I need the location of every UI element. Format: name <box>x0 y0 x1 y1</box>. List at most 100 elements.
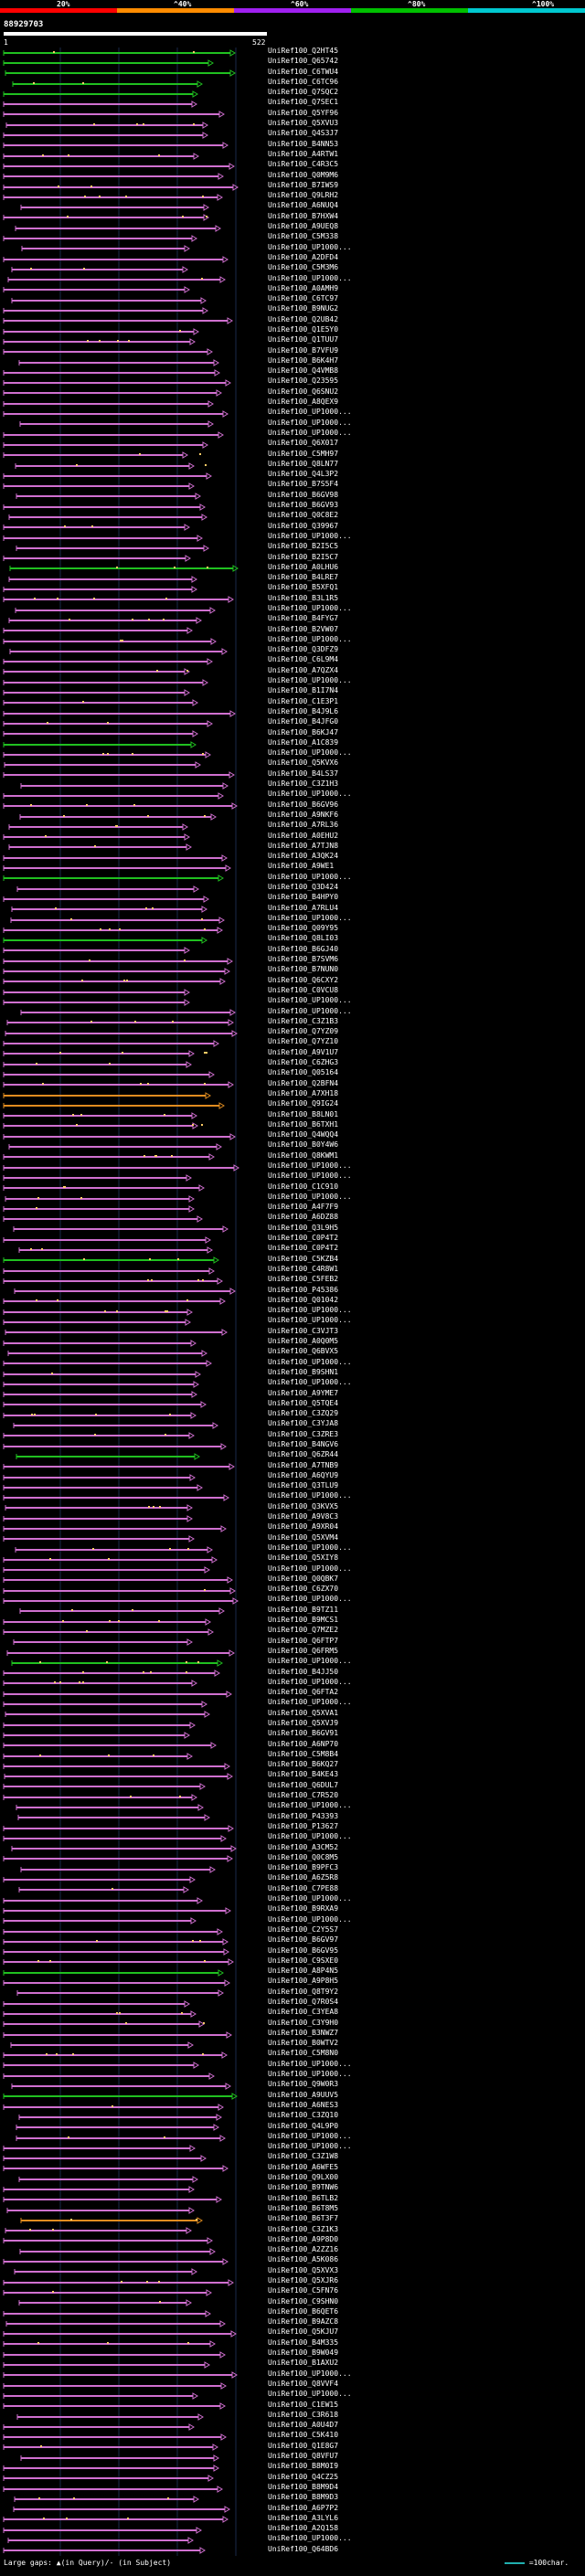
hit-label[interactable]: UniRef100_B6TXH1 <box>268 1120 339 1129</box>
hit-label[interactable]: UniRef100_C3YJA8 <box>268 1419 339 1427</box>
hit-label[interactable]: UniRef100_C3YEA8 <box>268 2008 339 2016</box>
hit-label[interactable]: UniRef100_B4KE43 <box>268 1770 339 1778</box>
hit-label[interactable]: UniRef100_B7VFU9 <box>268 346 339 355</box>
hit-label[interactable]: UniRef100_UP1000... <box>268 1491 352 1500</box>
hit-label[interactable]: UniRef100_A3QK24 <box>268 852 339 860</box>
hit-label[interactable]: UniRef100_C9SXE0 <box>268 1956 339 1965</box>
hit-label[interactable]: UniRef100_Q3TLU9 <box>268 1481 339 1489</box>
hit-label[interactable]: UniRef100_Q6BVX5 <box>268 1347 339 1355</box>
hit-label[interactable]: UniRef100_Q05164 <box>268 1068 339 1076</box>
hit-label[interactable]: UniRef100_B4NN53 <box>268 140 339 148</box>
hit-label[interactable]: UniRef100_B8M9D4 <box>268 2483 339 2491</box>
hit-label[interactable]: UniRef100_B4JFG0 <box>268 717 339 726</box>
hit-label[interactable]: UniRef100_C5M3M6 <box>268 263 339 271</box>
hit-label[interactable]: UniRef100_B8M0I9 <box>268 2462 339 2470</box>
hit-label[interactable]: UniRef100_A6WFE5 <box>268 2163 339 2171</box>
hit-label[interactable]: UniRef100_C2Y5S7 <box>268 1925 339 1934</box>
hit-label[interactable]: UniRef100_A9XR04 <box>268 1522 339 1531</box>
hit-label[interactable]: UniRef100_B2VW07 <box>268 625 339 633</box>
hit-label[interactable]: UniRef100_Q5YF96 <box>268 109 339 117</box>
hit-label[interactable]: UniRef100_Q5XVM4 <box>268 1533 339 1542</box>
hit-label[interactable]: UniRef100_Q09Y95 <box>268 924 339 932</box>
hit-label[interactable]: UniRef100_C3Z1K3 <box>268 2225 339 2233</box>
hit-label[interactable]: UniRef100_UP1000... <box>268 1915 352 1924</box>
hit-label[interactable]: UniRef100_Q8T9Y2 <box>268 1988 339 1996</box>
hit-label[interactable]: UniRef100_B6KJ47 <box>268 728 339 737</box>
hit-label[interactable]: UniRef100_Q5XVJ9 <box>268 1719 339 1727</box>
hit-label[interactable]: UniRef100_B6T3F7 <box>268 2214 339 2222</box>
hit-label[interactable]: UniRef100_A2ZZ16 <box>268 2245 339 2253</box>
hit-label[interactable]: UniRef100_UP1000... <box>268 1657 352 1665</box>
hit-label[interactable]: UniRef100_Q4WQQ4 <box>268 1130 339 1139</box>
hit-label[interactable]: UniRef100_B6GV91 <box>268 1729 339 1737</box>
hit-label[interactable]: UniRef100_UP1000... <box>268 429 352 437</box>
hit-label[interactable]: UniRef100_A7XH18 <box>268 1089 339 1097</box>
hit-label[interactable]: UniRef100_Q5KJU7 <box>268 2327 339 2336</box>
hit-label[interactable]: UniRef100_C5KZB4 <box>268 1255 339 1263</box>
hit-label[interactable]: UniRef100_B3NWZ7 <box>268 2029 339 2037</box>
hit-label[interactable]: UniRef100_C7PE88 <box>268 1884 339 1892</box>
hit-label[interactable]: UniRef100_Q39967 <box>268 522 339 530</box>
hit-label[interactable]: UniRef100_Q4S3J7 <box>268 129 339 137</box>
hit-label[interactable]: UniRef100_Q64BD6 <box>268 2545 339 2553</box>
hit-label[interactable]: UniRef100_UP1000... <box>268 2070 352 2078</box>
hit-label[interactable]: UniRef100_A3LYL6 <box>268 2514 339 2522</box>
hit-label[interactable]: UniRef100_B3L1R5 <box>268 594 339 602</box>
hit-label[interactable]: UniRef100_Q5TQE4 <box>268 1399 339 1407</box>
hit-label[interactable]: UniRef100_B6GV93 <box>268 501 339 509</box>
hit-label[interactable]: UniRef100_Q8LI03 <box>268 934 339 942</box>
hit-label[interactable]: UniRef100_C5M8B4 <box>268 1750 339 1758</box>
hit-label[interactable]: UniRef100_C3Z1B3 <box>268 1017 339 1025</box>
hit-label[interactable]: UniRef100_B4FYG7 <box>268 614 339 622</box>
hit-label[interactable]: UniRef100_UP1000... <box>268 1358 352 1366</box>
hit-label[interactable]: UniRef100_C5K410 <box>268 2431 339 2439</box>
hit-label[interactable]: UniRef100_B0WTV2 <box>268 2039 339 2047</box>
hit-label[interactable]: UniRef100_A0AMH9 <box>268 284 339 292</box>
hit-label[interactable]: UniRef100_Q6X017 <box>268 439 339 447</box>
hit-label[interactable]: UniRef100_Q4L3P2 <box>268 470 339 478</box>
hit-label[interactable]: UniRef100_A9V8C3 <box>268 1512 339 1521</box>
hit-label[interactable]: UniRef100_UP1000... <box>268 2390 352 2398</box>
hit-label[interactable]: UniRef100_Q2BFN4 <box>268 1079 339 1087</box>
hit-label[interactable]: UniRef100_B7SVM6 <box>268 955 339 963</box>
hit-label[interactable]: UniRef100_UP1000... <box>268 2142 352 2150</box>
hit-label[interactable]: UniRef100_Q01042 <box>268 1296 339 1304</box>
hit-label[interactable]: UniRef100_Q3DFZ9 <box>268 645 339 653</box>
hit-label[interactable]: UniRef100_Q8LN77 <box>268 460 339 468</box>
hit-label[interactable]: UniRef100_Q5XJR6 <box>268 2276 339 2284</box>
hit-label[interactable]: UniRef100_B9SHN1 <box>268 1368 339 1376</box>
hit-label[interactable]: UniRef100_UP1000... <box>268 1595 352 1603</box>
hit-label[interactable]: UniRef100_A7RLU4 <box>268 904 339 912</box>
hit-label[interactable]: UniRef100_B6GV95 <box>268 1946 339 1955</box>
hit-label[interactable]: UniRef100_UP1000... <box>268 2369 352 2378</box>
hit-label[interactable]: UniRef100_B9PFC3 <box>268 1863 339 1871</box>
hit-label[interactable]: UniRef100_Q5KVX6 <box>268 758 339 767</box>
hit-label[interactable]: UniRef100_A9UEQ8 <box>268 222 339 230</box>
hit-label[interactable]: UniRef100_UP1000... <box>268 1161 352 1170</box>
hit-label[interactable]: UniRef100_UP1000... <box>268 2060 352 2068</box>
hit-label[interactable]: UniRef100_A2DFD4 <box>268 253 339 261</box>
hit-label[interactable]: UniRef100_B2I5C5 <box>268 542 339 550</box>
hit-label[interactable]: UniRef100_Q4L9P0 <box>268 2122 339 2130</box>
hit-label[interactable]: UniRef100_B9AZC8 <box>268 2317 339 2326</box>
hit-label[interactable]: UniRef100_B5XFQ1 <box>268 583 339 591</box>
hit-label[interactable]: UniRef100_C3Z1W8 <box>268 2152 339 2160</box>
hit-label[interactable]: UniRef100_UP1000... <box>268 1564 352 1573</box>
hit-label[interactable]: UniRef100_Q7YZ10 <box>268 1037 339 1045</box>
hit-label[interactable]: UniRef100_Q5XVA1 <box>268 1709 339 1717</box>
hit-label[interactable]: UniRef100_A9P8D0 <box>268 2235 339 2243</box>
hit-label[interactable]: UniRef100_B6K4H7 <box>268 356 339 365</box>
hit-label[interactable]: UniRef100_B6TLB2 <box>268 2194 339 2202</box>
hit-label[interactable]: UniRef100_B6QET6 <box>268 2307 339 2316</box>
hit-label[interactable]: UniRef100_A0LHU6 <box>268 563 339 571</box>
hit-label[interactable]: UniRef100_C3ZRE3 <box>268 1430 339 1438</box>
hit-label[interactable]: UniRef100_Q9LX00 <box>268 2173 339 2181</box>
hit-label[interactable]: UniRef100_Q6DUL7 <box>268 1781 339 1789</box>
hit-label[interactable]: UniRef100_A6NP70 <box>268 1740 339 1748</box>
hit-label[interactable]: UniRef100_C6L9M4 <box>268 655 339 663</box>
hit-label[interactable]: UniRef100_UP1000... <box>268 532 352 540</box>
hit-label[interactable]: UniRef100_Q6ZR44 <box>268 1450 339 1458</box>
hit-label[interactable]: UniRef100_A1C839 <box>268 738 339 747</box>
hit-label[interactable]: UniRef100_UP1000... <box>268 873 352 881</box>
hit-label[interactable]: UniRef100_A9V1U7 <box>268 1048 339 1056</box>
